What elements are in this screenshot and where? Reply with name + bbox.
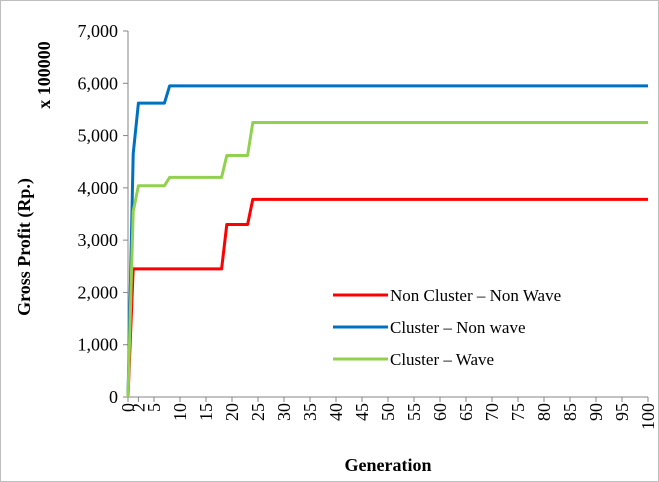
x-tick-label: 50	[378, 403, 398, 421]
x-tick-label: 20	[222, 403, 242, 421]
x-tick-label: 80	[534, 403, 554, 421]
x-tick-label: 5	[144, 403, 164, 412]
y-tick-label: 5,000	[78, 126, 119, 146]
x-tick-label: 95	[612, 403, 632, 421]
x-tick-label: 35	[300, 403, 320, 421]
y-axis: 0 1,000 2,000 3,000 4,000 5,000 6,000 7,000	[78, 21, 129, 407]
series-line	[126, 121, 648, 398]
y-tick-label: 1,000	[78, 335, 119, 355]
x-tick-label: 65	[456, 403, 476, 421]
y-axis-multiplier: x 100000	[34, 41, 54, 109]
series-line	[126, 84, 648, 398]
x-axis: 025 10 15 20 25 30 35 40 45 50 55 60 65 70 75 80 85 90 95 1…	[118, 396, 658, 430]
series-layer	[126, 84, 648, 398]
x-tick-label: 75	[508, 403, 528, 421]
legend-label: Cluster – Non wave	[390, 318, 526, 337]
y-axis-title: Gross Profit (Rp.)	[14, 178, 35, 316]
series-line	[126, 197, 648, 398]
x-tick-label: 70	[482, 403, 502, 421]
legend-label: Non Cluster – Non Wave	[390, 286, 561, 305]
x-tick-label: 25	[248, 403, 268, 421]
x-tick-label: 100	[638, 403, 658, 430]
y-tick-label: 0	[109, 387, 118, 407]
y-tick-label: 3,000	[78, 230, 119, 250]
y-tick-label: 4,000	[78, 178, 119, 198]
x-tick-label: 90	[586, 403, 606, 421]
x-tick-label: 85	[560, 403, 580, 421]
x-tick-label: 15	[196, 403, 216, 421]
legend: Non Cluster – Non Wave Cluster – Non wave…	[333, 286, 561, 369]
x-tick-label: 2	[128, 403, 148, 412]
x-axis-title: Generation	[345, 455, 432, 475]
x-tick-label: 10	[170, 403, 190, 421]
legend-label: Cluster – Wave	[390, 350, 494, 369]
x-tick-label: 40	[326, 403, 346, 421]
y-tick-label: 7,000	[78, 21, 119, 41]
x-tick-label: 55	[404, 403, 424, 421]
x-tick-label: 60	[430, 403, 450, 421]
y-tick-label: 2,000	[78, 282, 119, 302]
x-tick-label: 0	[118, 403, 138, 412]
y-tick-label: 6,000	[78, 73, 119, 93]
x-tick-label: 30	[274, 403, 294, 421]
x-tick-label: 45	[352, 403, 372, 421]
